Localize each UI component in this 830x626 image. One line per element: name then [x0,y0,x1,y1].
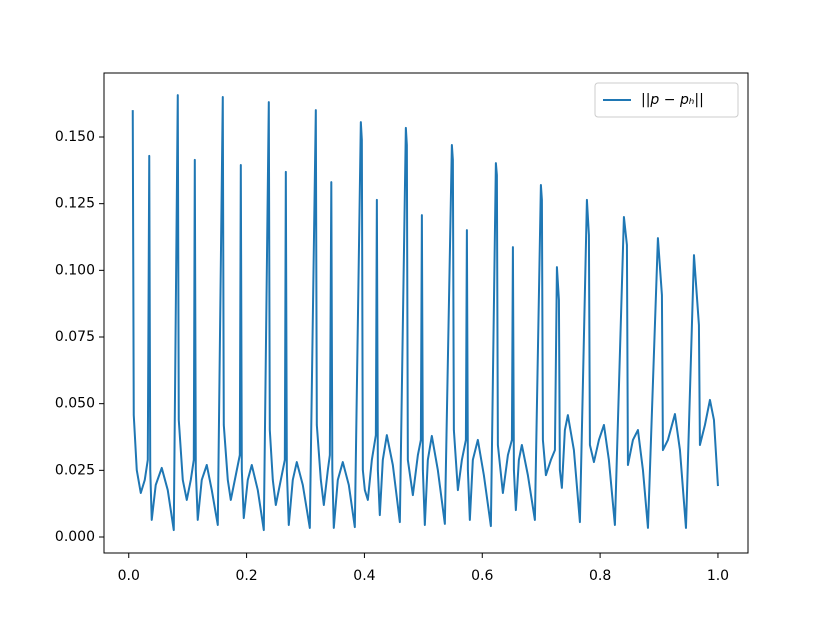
y-tick-label: 0.075 [55,329,95,345]
x-tick-label: 0.2 [235,568,257,584]
legend-label: ||p − pₕ|| [641,92,704,108]
x-tick-label: 0.8 [589,568,611,584]
x-tick-label: 1.0 [707,568,729,584]
legend-box [594,82,739,118]
y-tick-label: 0.050 [55,396,95,412]
y-tick-label: 0.000 [55,529,95,545]
x-tick-label: 0.0 [118,568,140,584]
x-tick-label: 0.4 [353,568,375,584]
y-tick-label: 0.125 [55,196,95,212]
y-tick-label: 0.150 [55,129,95,145]
legend: ||p − pₕ|| [594,82,739,118]
axes-frame [103,72,749,554]
x-tick-label: 0.6 [471,568,493,584]
line [131,94,719,532]
y-tick-label: 0.025 [55,462,95,478]
y-tick-label: 0.100 [55,262,95,278]
